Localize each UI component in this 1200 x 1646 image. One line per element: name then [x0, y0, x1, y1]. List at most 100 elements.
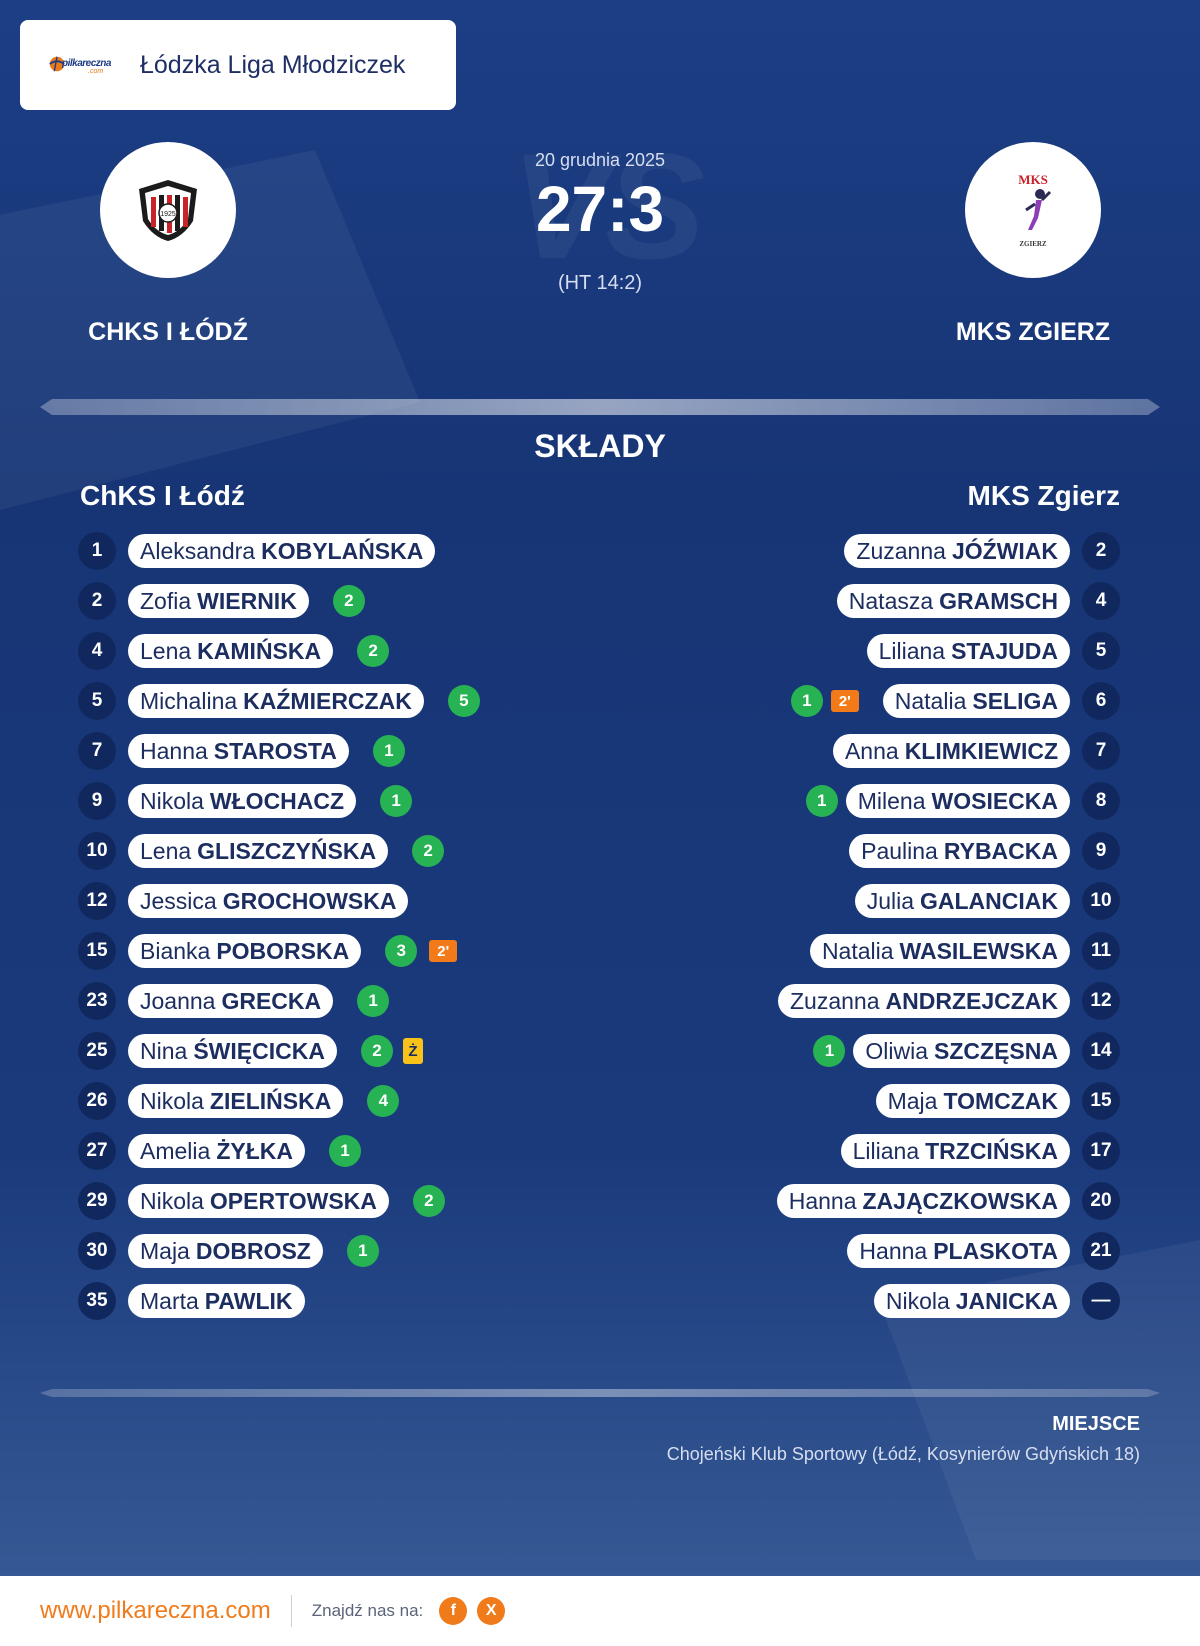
- player-first-name: Zuzanna: [856, 537, 946, 564]
- site-link[interactable]: www.pilkareczna.com: [40, 1597, 271, 1624]
- player-row[interactable]: 1 Aleksandra KOBYLAŃSKA: [78, 526, 480, 576]
- player-row[interactable]: Zuzanna JÓŹWIAK 2: [777, 526, 1120, 576]
- player-row[interactable]: 26 Nikola ZIELIŃSKA 4: [78, 1076, 480, 1126]
- player-number: 11: [1082, 932, 1120, 970]
- player-name[interactable]: Zuzanna JÓŹWIAK: [844, 534, 1070, 568]
- player-name[interactable]: Hanna ZAJĄCZKOWSKA: [776, 1184, 1070, 1218]
- player-row[interactable]: Liliana STAJUDA 5: [777, 626, 1120, 676]
- player-name[interactable]: Zofia WIERNIK: [128, 584, 309, 618]
- player-name[interactable]: Anna KLIMKIEWICZ: [832, 734, 1070, 768]
- svg-text:MKS: MKS: [1018, 172, 1048, 187]
- player-row[interactable]: Liliana TRZCIŃSKA 17: [777, 1126, 1120, 1176]
- player-number: 9: [1082, 832, 1120, 870]
- goals-badge: 2: [360, 1035, 393, 1067]
- home-team-logo[interactable]: 1925: [100, 142, 236, 278]
- player-name[interactable]: Aleksandra KOBYLAŃSKA: [128, 534, 436, 568]
- player-name[interactable]: Nikola ZIELIŃSKA: [128, 1084, 344, 1118]
- player-name[interactable]: Liliana STAJUDA: [866, 634, 1070, 668]
- player-name[interactable]: Michalina KAŹMIERCZAK: [128, 684, 424, 718]
- player-row[interactable]: 1 Milena WOSIECKA 8: [777, 776, 1120, 826]
- away-team-name[interactable]: MKS ZGIERZ: [955, 318, 1111, 346]
- player-name[interactable]: Natalia SELIGA: [882, 684, 1070, 718]
- player-row[interactable]: 12 Jessica GROCHOWSKA: [78, 876, 480, 926]
- player-row[interactable]: 30 Maja DOBROSZ 1: [78, 1226, 480, 1276]
- home-roster: 1 Aleksandra KOBYLAŃSKA 2 Zofia WIERNIK 2 4 Lena…: [78, 526, 480, 1326]
- goals-badge: 4: [367, 1085, 400, 1117]
- player-name[interactable]: Liliana TRZCIŃSKA: [840, 1134, 1070, 1168]
- player-row[interactable]: Hanna PLASKOTA 21: [777, 1226, 1120, 1276]
- player-last-name: WOSIECKA: [931, 787, 1059, 814]
- player-row[interactable]: Julia GALANCIAK 10: [777, 876, 1120, 926]
- player-row[interactable]: Natasza GRAMSCH 4: [777, 576, 1120, 626]
- player-row[interactable]: Hanna ZAJĄCZKOWSKA 20: [776, 1176, 1120, 1226]
- player-first-name: Paulina: [861, 837, 938, 864]
- player-last-name: RYBACKA: [943, 837, 1058, 864]
- goals-badge: 2: [332, 585, 365, 617]
- facebook-icon[interactable]: f: [439, 1597, 468, 1625]
- player-row[interactable]: 15 Bianka POBORSKA 3 2': [78, 926, 480, 976]
- player-name[interactable]: Nikola JANICKA: [873, 1284, 1070, 1318]
- home-team-name[interactable]: CHKS I ŁÓDŹ: [88, 318, 248, 346]
- player-row[interactable]: 4 Lena KAMIŃSKA 2: [78, 626, 480, 676]
- player-first-name: Milena: [857, 787, 926, 814]
- player-row[interactable]: 9 Nikola WŁOCHACZ 1: [78, 776, 480, 826]
- player-name[interactable]: Oliwia SZCZĘSNA: [853, 1034, 1070, 1068]
- player-name[interactable]: Amelia ŻYŁKA: [128, 1134, 305, 1168]
- player-row[interactable]: 35 Marta PAWLIK: [78, 1276, 480, 1326]
- player-row[interactable]: Natalia WASILEWSKA 11: [777, 926, 1120, 976]
- player-name[interactable]: Hanna PLASKOTA: [847, 1234, 1070, 1268]
- player-row[interactable]: 2 Zofia WIERNIK 2: [78, 576, 480, 626]
- player-row[interactable]: 23 Joanna GRECKA 1: [78, 976, 480, 1026]
- player-name[interactable]: Joanna GRECKA: [128, 984, 334, 1018]
- player-row[interactable]: 25 Nina ŚWIĘCICKA 2 Ż: [78, 1026, 480, 1076]
- player-last-name: STAROSTA: [213, 737, 337, 764]
- player-last-name: ZAJĄCZKOWSKA: [862, 1187, 1059, 1214]
- player-row[interactable]: Nikola JANICKA —: [777, 1276, 1120, 1326]
- player-name[interactable]: Jessica GROCHOWSKA: [128, 884, 409, 918]
- x-icon[interactable]: X: [477, 1597, 506, 1625]
- player-name[interactable]: Maja TOMCZAK: [875, 1084, 1070, 1118]
- player-name[interactable]: Milena WOSIECKA: [845, 784, 1070, 818]
- player-last-name: KAMIŃSKA: [197, 637, 322, 664]
- player-row[interactable]: 29 Nikola OPERTOWSKA 2: [78, 1176, 480, 1226]
- player-name[interactable]: Natasza GRAMSCH: [836, 584, 1070, 618]
- player-row[interactable]: Zuzanna ANDRZEJCZAK 12: [777, 976, 1120, 1026]
- player-last-name: TOMCZAK: [943, 1087, 1058, 1114]
- match-date: 20 grudnia 2025: [534, 150, 666, 170]
- player-name[interactable]: Natalia WASILEWSKA: [809, 934, 1070, 968]
- player-name[interactable]: Nikola OPERTOWSKA: [128, 1184, 389, 1218]
- player-name[interactable]: Marta PAWLIK: [128, 1284, 305, 1318]
- player-row[interactable]: Paulina RYBACKA 9: [777, 826, 1120, 876]
- goals-badge: 1: [805, 785, 838, 817]
- player-row[interactable]: 1 Oliwia SZCZĘSNA 14: [777, 1026, 1120, 1076]
- player-row[interactable]: Anna KLIMKIEWICZ 7: [777, 726, 1120, 776]
- player-name[interactable]: Julia GALANCIAK: [854, 884, 1070, 918]
- player-name[interactable]: Lena GLISZCZYŃSKA: [128, 834, 389, 868]
- player-first-name: Oliwia: [865, 1037, 929, 1064]
- player-row[interactable]: 1 2' Natalia SELIGA 6: [777, 676, 1120, 726]
- match-score: 27:3: [535, 173, 665, 245]
- player-last-name: TRZCIŃSKA: [925, 1137, 1058, 1164]
- player-name[interactable]: Zuzanna ANDRZEJCZAK: [777, 984, 1070, 1018]
- player-row[interactable]: 27 Amelia ŻYŁKA 1: [78, 1126, 480, 1176]
- league-header[interactable]: pilkareczna .com Łódzka Liga Młodziczek: [20, 20, 456, 110]
- player-name[interactable]: Hanna STAROSTA: [128, 734, 349, 768]
- mks-zgierz-crest-icon: MKS ZGIERZ: [1018, 172, 1052, 248]
- player-last-name: GALANCIAK: [920, 887, 1058, 914]
- away-team-logo[interactable]: MKS ZGIERZ: [965, 142, 1101, 278]
- player-name[interactable]: Maja DOBROSZ: [128, 1234, 323, 1268]
- player-name[interactable]: Lena KAMIŃSKA: [128, 634, 334, 668]
- player-row[interactable]: 10 Lena GLISZCZYŃSKA 2: [78, 826, 480, 876]
- player-first-name: Joanna: [140, 987, 216, 1014]
- player-row[interactable]: Maja TOMCZAK 15: [777, 1076, 1120, 1126]
- player-row[interactable]: 7 Hanna STAROSTA 1: [78, 726, 480, 776]
- player-number: 2: [1082, 532, 1120, 570]
- player-number: 10: [1082, 882, 1120, 920]
- player-name[interactable]: Nikola WŁOCHACZ: [128, 784, 357, 818]
- player-first-name: Maja: [887, 1087, 938, 1114]
- player-name[interactable]: Paulina RYBACKA: [849, 834, 1070, 868]
- player-row[interactable]: 5 Michalina KAŹMIERCZAK 5: [78, 676, 480, 726]
- goals-badge: 1: [346, 1235, 379, 1267]
- player-name[interactable]: Bianka POBORSKA: [128, 934, 362, 968]
- player-name[interactable]: Nina ŚWIĘCICKA: [128, 1034, 337, 1068]
